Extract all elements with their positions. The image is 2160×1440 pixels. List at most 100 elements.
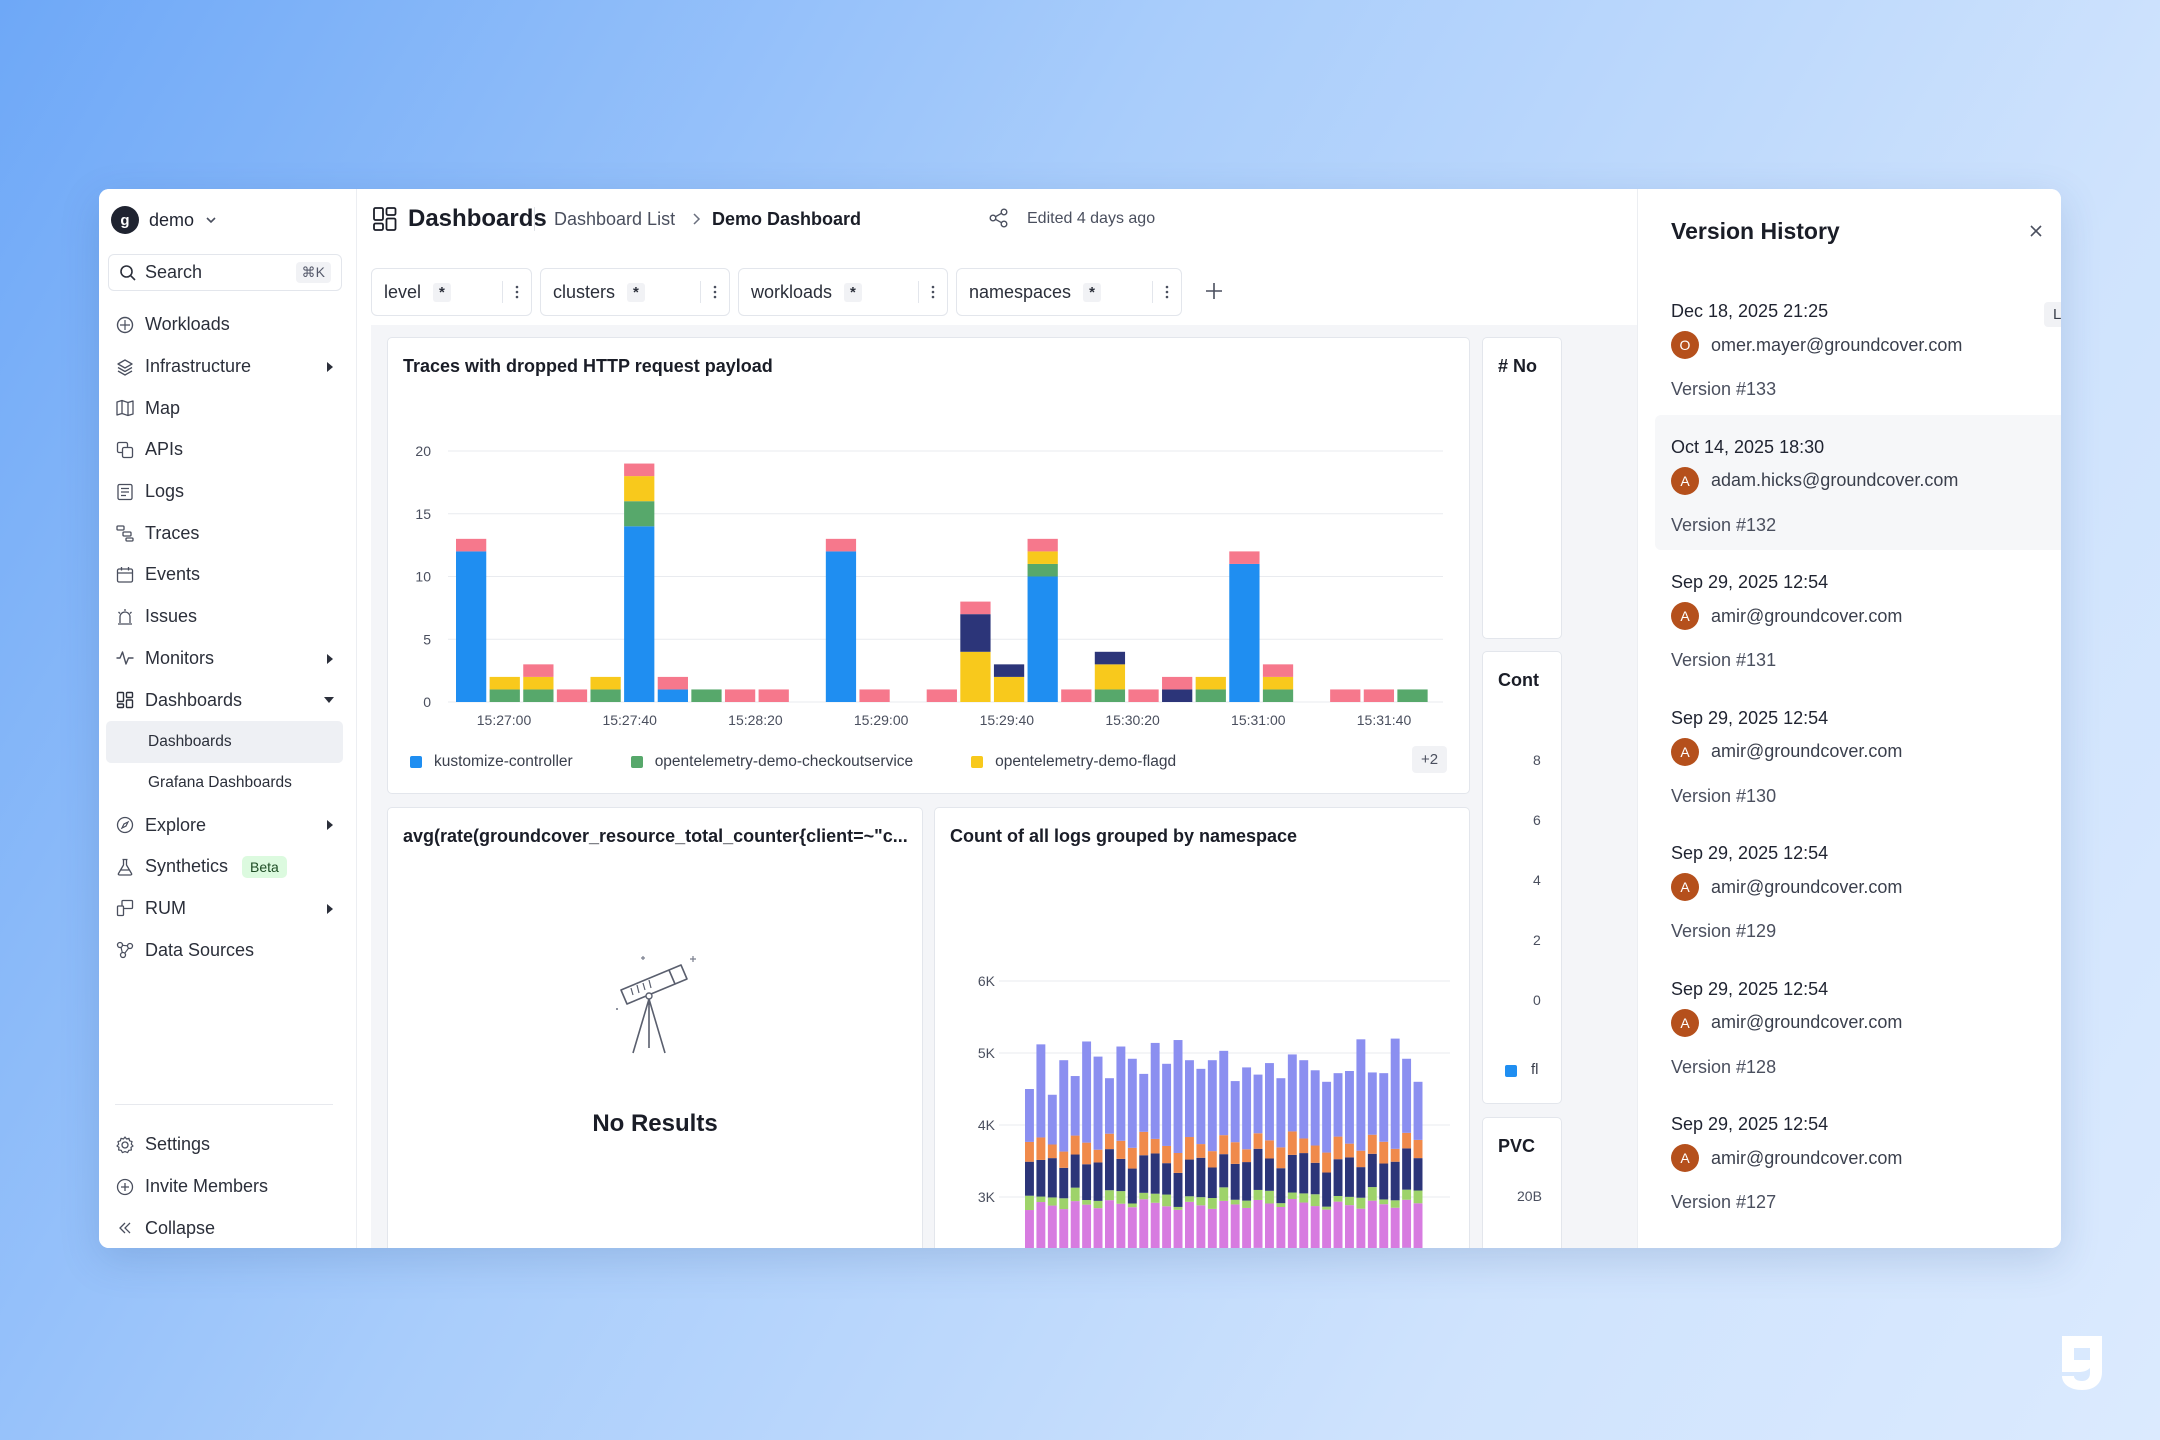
search-input[interactable]: Search ⌘K bbox=[108, 254, 342, 291]
panel-nodes[interactable]: # No bbox=[1482, 337, 1562, 639]
bar-segment bbox=[1162, 676, 1193, 690]
breadcrumb-dashboard-list[interactable]: Dashboard List bbox=[554, 209, 676, 229]
sidebar-item-label: Traces bbox=[145, 522, 200, 543]
filter-clusters[interactable]: clusters * bbox=[540, 268, 730, 316]
version-number: Version #131 bbox=[1671, 650, 1777, 670]
bar-segment bbox=[1276, 1203, 1286, 1208]
bar-segment bbox=[1310, 1206, 1320, 1248]
bar-segment bbox=[1379, 1163, 1389, 1200]
bar-segment bbox=[1379, 1204, 1389, 1248]
sidebar-item-issues[interactable]: Issues bbox=[99, 596, 357, 638]
bar-segment bbox=[1390, 1207, 1400, 1248]
bar-segment bbox=[1025, 1195, 1034, 1211]
sidebar-item-monitors[interactable]: Monitors bbox=[99, 638, 357, 680]
caret-right-icon bbox=[327, 903, 333, 914]
bar-segment bbox=[1150, 1138, 1160, 1154]
sidebar-item-workloads[interactable]: Workloads bbox=[99, 304, 357, 346]
bar-segment bbox=[1390, 1148, 1400, 1162]
sidebar-item-events[interactable]: Events bbox=[99, 554, 357, 596]
panel-avg-rate[interactable]: avg(rate(groundcover_resource_total_coun… bbox=[387, 807, 923, 1248]
bar-segment bbox=[1027, 563, 1058, 577]
bar-segment bbox=[1036, 1196, 1046, 1203]
author-email: amir@groundcover.com bbox=[1711, 741, 1903, 761]
filter-level[interactable]: level * bbox=[371, 268, 532, 316]
bar-segment bbox=[1093, 1162, 1103, 1201]
legend-more-button[interactable]: +2 bbox=[1412, 746, 1448, 773]
version-item[interactable]: Sep 29, 2025 12:54 A amir@groundcover.co… bbox=[1655, 550, 2061, 686]
filter-value[interactable]: * bbox=[1083, 282, 1101, 302]
version-item[interactable]: Sep 29, 2025 12:54 A amir@groundcover.co… bbox=[1655, 957, 2061, 1093]
version-item[interactable]: Sep 29, 2025 12:54 A amir@groundcover.co… bbox=[1655, 821, 2061, 957]
sidebar-item-explore[interactable]: Explore bbox=[99, 804, 357, 846]
version-item[interactable]: Dec 18, 2025 21:25 Latest O omer.mayer@g… bbox=[1655, 279, 2061, 415]
bar-segment bbox=[960, 651, 991, 702]
sidebar-item-dashboards[interactable]: Dashboards bbox=[99, 679, 357, 721]
sidebar-item-label: Workloads bbox=[145, 314, 230, 335]
sidebar-item-data-sources[interactable]: Data Sources bbox=[99, 929, 357, 971]
sidebar-item-infrastructure[interactable]: Infrastructure bbox=[99, 346, 357, 388]
map-icon bbox=[116, 400, 134, 417]
legend-item[interactable]: opentelemetry-demo-flagd bbox=[971, 753, 1176, 771]
sidebar-item-synthetics[interactable]: Synthetics Beta bbox=[99, 846, 357, 888]
version-author: A amir@groundcover.com bbox=[1671, 737, 1903, 766]
sidebar-item-label: Explore bbox=[145, 814, 207, 835]
sidebar-item-invite-members[interactable]: Invite Members bbox=[99, 1166, 357, 1208]
bar-segment bbox=[1379, 1199, 1389, 1205]
bar-segment bbox=[1059, 1198, 1069, 1210]
sidebar-item-label: Map bbox=[145, 397, 181, 418]
bar-segment bbox=[1253, 1199, 1263, 1248]
legend-item[interactable]: kustomize-controller bbox=[410, 753, 573, 771]
legend-item[interactable]: opentelemetry-demo-checkoutservice bbox=[630, 753, 913, 771]
sidebar-item-collapse[interactable]: Collapse bbox=[99, 1207, 357, 1248]
y-tick: 6 bbox=[1533, 812, 1541, 828]
bar-segment bbox=[1230, 1163, 1240, 1200]
sidebar-item-apis[interactable]: APIs bbox=[99, 429, 357, 471]
filter-name: namespaces bbox=[969, 281, 1072, 302]
kebab-menu-icon[interactable] bbox=[1165, 284, 1169, 300]
kebab-menu-icon[interactable] bbox=[931, 284, 935, 300]
version-item[interactable]: Oct 14, 2025 18:30 A adam.hicks@groundco… bbox=[1655, 414, 2061, 550]
share-icon[interactable] bbox=[988, 207, 1010, 229]
bar-segment bbox=[1025, 1089, 1034, 1142]
filter-value[interactable]: * bbox=[844, 282, 862, 302]
sidebar-item-map[interactable]: Map bbox=[99, 387, 357, 429]
avatar: A bbox=[1671, 873, 1699, 901]
sidebar-subitem-dashboards[interactable]: Dashboards bbox=[106, 720, 343, 763]
bar-segment bbox=[1413, 1190, 1423, 1204]
bar-segment bbox=[1356, 1150, 1366, 1168]
filter-value[interactable]: * bbox=[433, 282, 451, 302]
bar-segment bbox=[1242, 1067, 1252, 1150]
sidebar-item-rum[interactable]: RUM bbox=[99, 888, 357, 930]
panel-traces[interactable]: Traces with dropped HTTP request payload… bbox=[387, 337, 1470, 794]
filter-value[interactable]: * bbox=[627, 282, 645, 302]
kebab-menu-icon[interactable] bbox=[713, 284, 717, 300]
add-filter-icon[interactable] bbox=[1203, 280, 1225, 302]
sidebar-item-traces[interactable]: Traces bbox=[99, 512, 357, 554]
filter-name: clusters bbox=[553, 281, 616, 302]
org-switcher[interactable]: g demo bbox=[111, 205, 218, 235]
panel-pvc[interactable]: PVC 20B bbox=[1482, 1117, 1562, 1248]
version-item[interactable]: Sep 29, 2025 12:54 A amir@groundcover.co… bbox=[1655, 686, 2061, 822]
kebab-menu-icon[interactable] bbox=[515, 284, 519, 300]
bar-segment bbox=[1265, 1063, 1274, 1141]
version-author: O omer.mayer@groundcover.com bbox=[1671, 331, 1962, 359]
version-item[interactable]: Sep 29, 2025 12:54 A amir@groundcover.co… bbox=[1655, 1092, 2061, 1228]
version-author: A adam.hicks@groundcover.com bbox=[1671, 466, 1958, 495]
version-number: Version #128 bbox=[1671, 1056, 1777, 1077]
bar-segment bbox=[1116, 1140, 1126, 1159]
close-icon[interactable] bbox=[2027, 222, 2045, 240]
bar-segment bbox=[1276, 1207, 1286, 1248]
bar-segment bbox=[1379, 1141, 1389, 1164]
bar-segment bbox=[1082, 1200, 1092, 1205]
bar-segment bbox=[1265, 1203, 1274, 1248]
sidebar-item-settings[interactable]: Settings bbox=[99, 1124, 357, 1166]
sidebar-item-logs[interactable]: Logs bbox=[99, 471, 357, 513]
bar-segment bbox=[1047, 1205, 1057, 1248]
filter-namespaces[interactable]: namespaces * bbox=[956, 268, 1182, 316]
panel-logs-by-namespace[interactable]: Count of all logs grouped by namespace 2… bbox=[934, 807, 1470, 1248]
sidebar-item-label: Infrastructure bbox=[145, 356, 252, 377]
bar-segment bbox=[1025, 1161, 1034, 1196]
filter-workloads[interactable]: workloads * bbox=[738, 268, 948, 316]
sidebar-subitem-grafana-dashboards[interactable]: Grafana Dashboards bbox=[148, 774, 292, 792]
panel-containers[interactable]: Cont 8 6 4 2 0 fl bbox=[1482, 651, 1562, 1104]
